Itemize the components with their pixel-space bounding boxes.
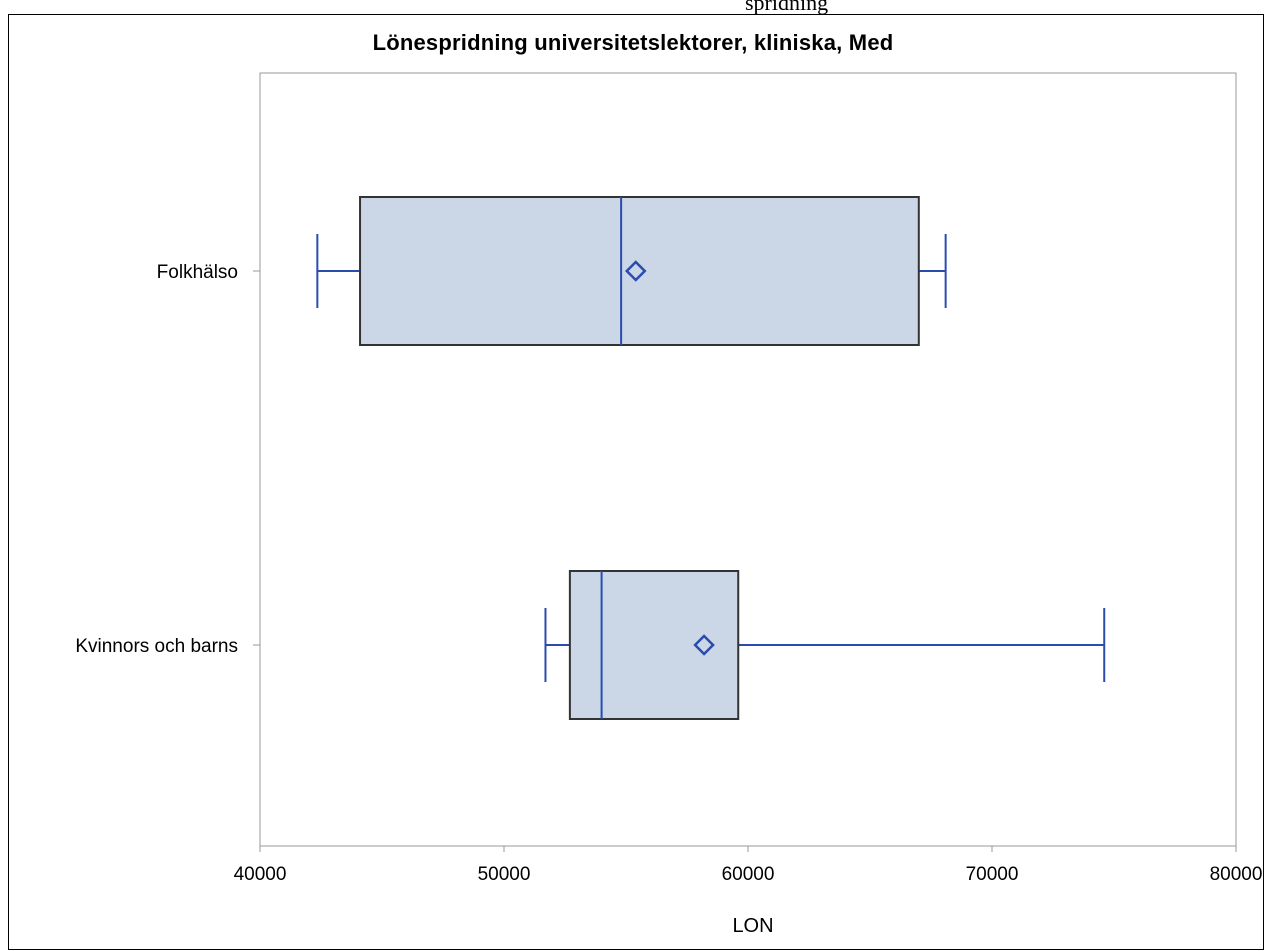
x-tick-label: 40000 [234,864,287,885]
page-heading-fragment: spridning [745,0,829,15]
iqr-box [359,196,920,346]
box-series [316,196,1106,720]
plot-area [259,72,1237,847]
y-axis: Folkhälso Kvinnors och barns [75,262,260,657]
iqr-box [568,570,740,720]
figure-frame [8,14,1264,950]
x-tick-label: 70000 [966,864,1019,885]
x-axis-label: LON [732,915,773,937]
chart-title: Lönespridning universitetslektorer, klin… [372,30,894,55]
x-axis: 40000 50000 60000 70000 80000 [234,846,1263,885]
x-tick-label: 60000 [722,864,775,885]
mean-marker [624,260,647,282]
y-tick-label: Folkhälso [157,262,238,283]
x-tick-label: 80000 [1210,864,1263,885]
mean-marker [693,634,715,656]
y-tick-label: Kvinnors och barns [75,636,238,657]
x-tick-label: 50000 [478,864,531,885]
